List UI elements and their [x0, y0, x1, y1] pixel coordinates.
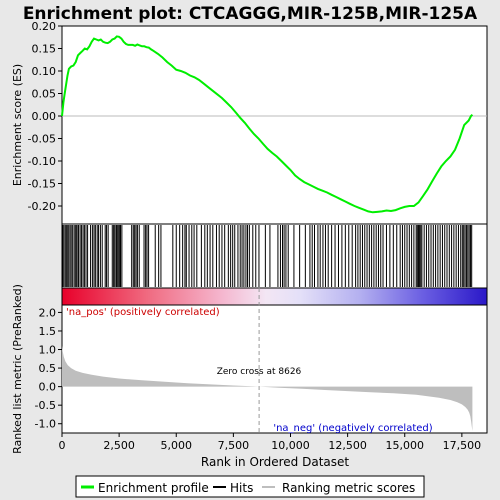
ranked-metric-y-tick-label: 1.0 — [39, 344, 57, 357]
x-tick-label: 2,500 — [103, 439, 135, 452]
x-tick-label: 5,000 — [160, 439, 192, 452]
ranked-metric-y-tick-label: -1.0 — [35, 418, 56, 431]
legend-hits-label: Hits — [230, 481, 253, 495]
enrichment-y-tick-label: -0.05 — [28, 133, 56, 146]
enrichment-y-tick-label: 0.10 — [32, 65, 57, 78]
enrichment-y-tick-label: -0.15 — [28, 178, 56, 191]
enrichment-y-tick-label: 0.00 — [32, 110, 57, 123]
rank-color-bar — [62, 288, 487, 305]
hits-panel — [62, 224, 487, 288]
legend-ranking-label: Ranking metric scores — [282, 481, 415, 495]
x-tick-label: 15,000 — [385, 439, 424, 452]
zero-cross-label: Zero cross at 8626 — [217, 367, 302, 377]
x-tick-label: 12,500 — [328, 439, 367, 452]
neg-correlated-label: 'na_neg' (negatively correlated) — [273, 423, 432, 434]
chart-title: Enrichment plot: CTCAGGG,MIR-125B,MIR-12… — [23, 4, 478, 24]
legend: Enrichment profile Hits Ranking metric s… — [76, 476, 424, 497]
ranked-metric-y-tick-label: 0.0 — [39, 381, 57, 394]
enrichment-y-tick-label: 0.05 — [32, 88, 57, 101]
enrichment-y-tick-label: 0.20 — [32, 20, 57, 33]
enrichment-y-axis-label: Enrichment score (ES) — [11, 64, 24, 186]
x-axis-label: Rank in Ordered Dataset — [201, 455, 349, 469]
enrichment-y-tick-label: 0.15 — [32, 43, 57, 56]
enrichment-y-tick-label: -0.20 — [28, 200, 56, 213]
x-tick-label: 7,500 — [218, 439, 250, 452]
ranked-metric-y-tick-label: 2.0 — [39, 306, 57, 319]
ranked-metric-y-tick-label: 1.5 — [39, 325, 57, 338]
x-tick-label: 10,000 — [271, 439, 310, 452]
x-tick-label: 17,500 — [443, 439, 482, 452]
ranked-metric-y-tick-label: -0.5 — [35, 399, 56, 412]
hits-panel-frame — [62, 224, 487, 288]
enrichment-panel: 0.20 0.15 0.10 0.05 0.00 -0.05 -0.10 -0.15 -0.20… — [11, 20, 487, 224]
enrichment-y-tick-label: -0.10 — [28, 155, 56, 168]
ranked-metric-y-tick-label: 0.5 — [39, 362, 57, 375]
x-tick-label: 0 — [59, 439, 66, 452]
legend-enrichment-label: Enrichment profile — [98, 481, 209, 495]
ranked-metric-y-axis-label: Ranked list metric (PreRanked) — [11, 284, 24, 454]
pos-correlated-label: 'na_pos' (positively correlated) — [66, 307, 220, 318]
